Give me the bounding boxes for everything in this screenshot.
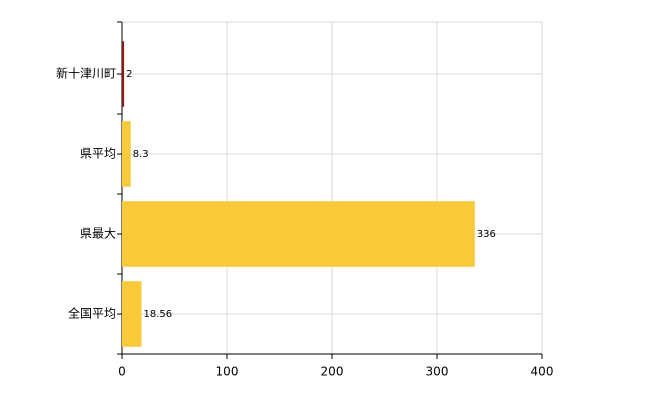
x-tick-label: 100 (216, 365, 239, 379)
bar (122, 281, 142, 347)
data-label: 8.3 (133, 149, 149, 160)
y-tick-label: 県平均 (80, 147, 116, 161)
y-tick-label: 県最大 (80, 227, 116, 241)
y-tick-label: 新十津川町 (56, 66, 116, 81)
bar (122, 41, 125, 107)
bar (122, 201, 475, 267)
y-tick-label: 全国平均 (68, 306, 116, 321)
x-tick-label: 300 (426, 365, 449, 379)
x-tick-label: 200 (321, 365, 344, 379)
bar (122, 121, 131, 187)
x-tick-label: 400 (531, 365, 554, 379)
data-label: 18.56 (143, 309, 172, 320)
x-tick-label: 0 (118, 365, 126, 379)
data-label: 336 (477, 229, 496, 240)
data-label: 2 (126, 69, 132, 80)
